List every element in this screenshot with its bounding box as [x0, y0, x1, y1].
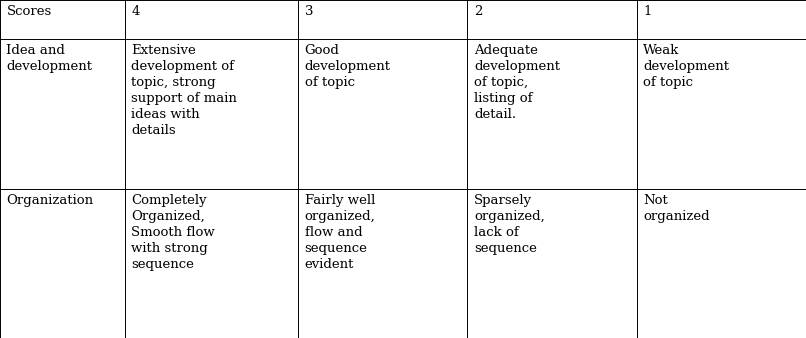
- Text: Idea and
development: Idea and development: [6, 44, 93, 73]
- Text: Adequate
development
of topic,
listing of
detail.: Adequate development of topic, listing o…: [474, 44, 560, 121]
- Text: 2: 2: [474, 5, 482, 18]
- Text: Good
development
of topic: Good development of topic: [305, 44, 391, 89]
- Text: Fairly well
organized,
flow and
sequence
evident: Fairly well organized, flow and sequence…: [305, 194, 376, 271]
- Text: Scores: Scores: [6, 5, 52, 18]
- Text: Completely
Organized,
Smooth flow
with strong
sequence: Completely Organized, Smooth flow with s…: [131, 194, 215, 271]
- Text: Extensive
development of
topic, strong
support of main
ideas with
details: Extensive development of topic, strong s…: [131, 44, 237, 137]
- Text: 3: 3: [305, 5, 314, 18]
- Text: Not
organized: Not organized: [643, 194, 710, 223]
- Text: 4: 4: [131, 5, 139, 18]
- Text: Weak
development
of topic: Weak development of topic: [643, 44, 729, 89]
- Text: Sparsely
organized,
lack of
sequence: Sparsely organized, lack of sequence: [474, 194, 545, 255]
- Text: Organization: Organization: [6, 194, 93, 207]
- Text: 1: 1: [643, 5, 651, 18]
